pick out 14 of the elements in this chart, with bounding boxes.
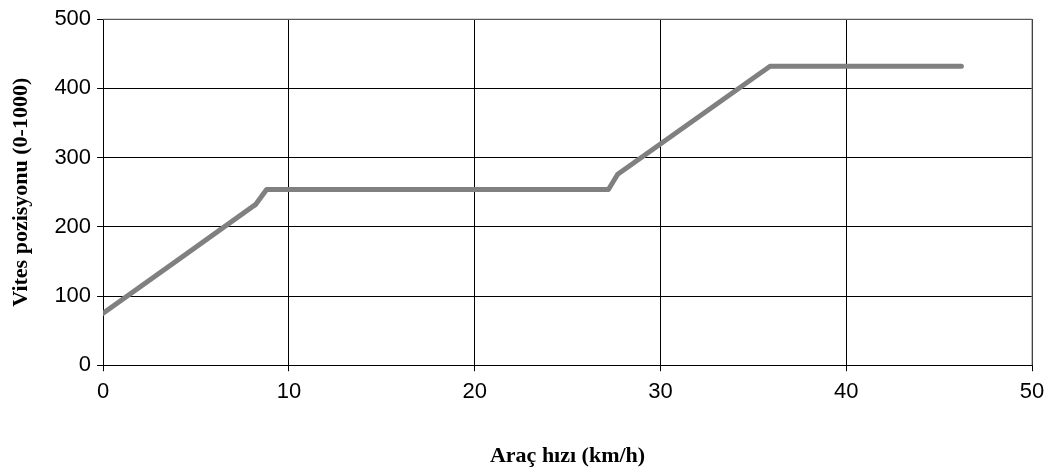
y-axis-title: Vites pozisyonu (0-1000) [6,77,32,307]
y-tick-label: 100 [54,282,92,308]
y-tick-label: 400 [54,74,92,100]
x-tick-label: 0 [96,378,110,404]
x-tick-label: 40 [833,378,859,404]
x-tick-label: 20 [462,378,487,404]
y-tick-label: 0 [78,351,92,377]
x-axis-title: Araç hızı (km/h) [489,442,646,468]
y-tick-label: 300 [54,143,92,169]
x-tick-label: 30 [648,378,673,404]
y-tick-label: 200 [54,212,92,238]
y-tick-label: 500 [54,5,92,31]
x-tick-label: 50 [1019,378,1045,404]
x-tick-label: 10 [276,378,302,404]
